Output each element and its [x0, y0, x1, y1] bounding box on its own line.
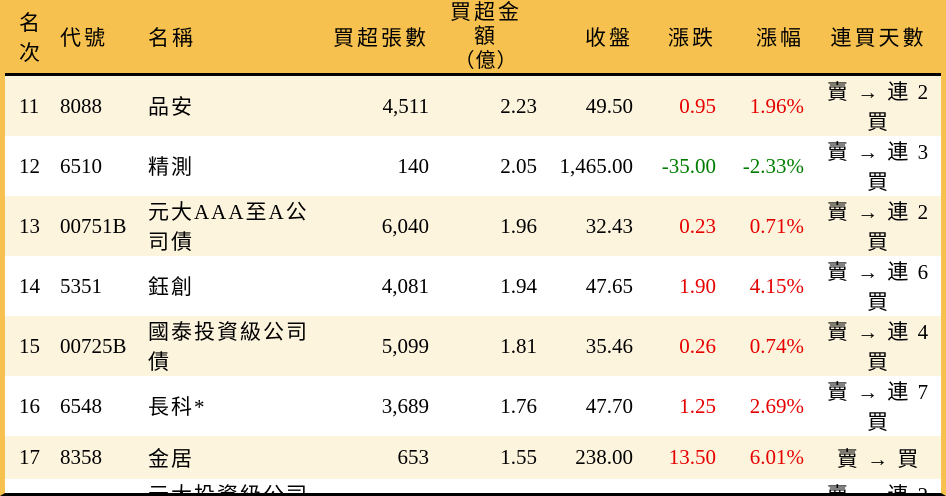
rank-cell: 18 [5, 479, 60, 493]
header-row: 名次 代號 名稱 買超張數 買超金額 （億） 收盤 漲跌 漲幅 連買天數 [5, 0, 941, 77]
streak-cell: 賣 → 連 2 買 [826, 80, 931, 135]
amount-cell: 1.76 [500, 393, 537, 418]
pct-cell: 0.69% [728, 479, 816, 493]
rank-cell: 16 [19, 393, 40, 418]
streak-cell: 賣 → 連 2 買 [826, 483, 931, 496]
pct-cell: 1.96% [749, 93, 804, 118]
amount-cell: 1.48 [441, 479, 549, 493]
volume-cell: 653 [397, 445, 430, 470]
header-code: 代號 [60, 0, 148, 77]
close-cell: 32.43 [585, 213, 633, 238]
table-row: 17 8358 金居 653 1.55 238.00 13.50 6.01% 賣… [5, 436, 941, 480]
header-name: 名稱 [148, 0, 326, 77]
code-cell: 6548 [60, 393, 102, 418]
close-cell: 49.50 [585, 93, 633, 118]
close-cell: 33.48 [549, 479, 645, 493]
change-cell: 1.25 [679, 393, 716, 418]
volume-cell: 5,099 [381, 333, 429, 358]
rank-cell: 15 [19, 333, 40, 358]
streak-cell: 賣 → 連 4 買 [826, 320, 931, 375]
code-cell: 8358 [60, 445, 102, 470]
rank-cell: 17 [19, 445, 40, 470]
change-cell: 0.26 [679, 333, 716, 358]
change-cell: 13.50 [668, 445, 716, 470]
header-change: 漲跌 [645, 0, 728, 77]
rank-cell: 14 [19, 273, 40, 298]
name-cell: 鈺創 [148, 275, 194, 300]
code-cell: 8088 [60, 93, 102, 118]
name-cell: 品安 [148, 95, 194, 120]
change-cell: -35.00 [661, 153, 716, 178]
name-cell: 長科* [148, 395, 207, 420]
header-amount-lines: 買超金額 （億） [441, 0, 537, 73]
table-row: 16 6548 長科* 3,689 1.76 47.70 1.25 2.69% … [5, 376, 941, 437]
name-cell: 精測 [148, 155, 194, 180]
streak-cell: 賣 → 買 [836, 446, 921, 471]
pct-cell: 0.74% [749, 333, 804, 358]
pct-cell: -2.33% [742, 153, 804, 178]
table-row: 12 6510 精測 140 2.05 1,465.00 -35.00 -2.3… [5, 136, 941, 197]
volume-cell: 3,689 [381, 393, 429, 418]
streak-cell: 賣 → 連 2 買 [826, 200, 931, 255]
table-row: 13 00751B 元大AAA至A公司債 6,040 1.96 32.43 0.… [5, 196, 941, 257]
streak-cell: 賣 → 連 3 買 [826, 140, 931, 195]
code-cell: 00720B [60, 479, 148, 493]
volume-cell: 4,431 [326, 479, 441, 493]
code-cell: 5351 [60, 273, 102, 298]
name-cell: 金居 [148, 446, 194, 471]
amount-cell: 2.23 [500, 93, 537, 118]
header-rank: 名次 [5, 0, 60, 77]
table-body: 11 8088 品安 4,511 2.23 49.50 0.95 1.96% 賣… [5, 74, 941, 496]
net-buy-ranking-table: 名次 代號 名稱 買超張數 買超金額 （億） 收盤 漲跌 漲幅 連買天數 11 … [5, 0, 941, 496]
code-cell: 6510 [60, 153, 102, 178]
header-close: 收盤 [549, 0, 645, 77]
pct-cell: 6.01% [749, 445, 804, 470]
amount-cell: 1.55 [500, 445, 537, 470]
rank-cell: 11 [19, 93, 40, 118]
close-cell: 238.00 [575, 445, 633, 470]
change-cell: 0.95 [679, 93, 716, 118]
change-cell: 1.90 [679, 273, 716, 298]
name-cell: 元大AAA至A公司債 [148, 200, 309, 255]
close-cell: 47.65 [585, 273, 633, 298]
amount-cell: 1.94 [500, 273, 537, 298]
change-cell: 0.23 [645, 479, 728, 493]
pct-cell: 2.69% [749, 393, 804, 418]
volume-cell: 6,040 [381, 213, 429, 238]
code-cell: 00751B [60, 213, 127, 238]
volume-cell: 140 [397, 153, 430, 178]
header-amount-line2: （億） [454, 50, 518, 73]
table-row: 11 8088 品安 4,511 2.23 49.50 0.95 1.96% 賣… [5, 74, 941, 137]
rank-cell: 13 [19, 213, 40, 238]
change-cell: 0.23 [679, 213, 716, 238]
volume-cell: 4,081 [381, 273, 429, 298]
header-streak: 連買天數 [816, 0, 941, 77]
streak-cell: 賣 → 連 7 買 [826, 380, 931, 435]
rank-cell: 12 [19, 153, 40, 178]
pct-cell: 0.71% [749, 213, 804, 238]
name-cell: 元大投資級公司債 [148, 483, 309, 496]
streak-cell: 賣 → 連 6 買 [826, 260, 931, 315]
code-cell: 00725B [60, 333, 127, 358]
amount-cell: 1.81 [500, 333, 537, 358]
volume-cell: 4,511 [382, 93, 429, 118]
header-amount: 買超金額 （億） [441, 0, 549, 77]
header-amount-line1: 買超金額 [450, 0, 522, 49]
table-row: 14 5351 鈺創 4,081 1.94 47.65 1.90 4.15% 賣… [5, 256, 941, 317]
table-row: 18 00720B 元大投資級公司債 4,431 1.48 33.48 0.23… [5, 479, 941, 496]
close-cell: 1,465.00 [559, 153, 634, 178]
header-volume: 買超張數 [326, 0, 441, 77]
close-cell: 35.46 [585, 333, 633, 358]
table-row: 15 00725B 國泰投資級公司債 5,099 1.81 35.46 0.26… [5, 316, 941, 377]
close-cell: 47.70 [585, 393, 633, 418]
name-cell: 國泰投資級公司債 [148, 320, 309, 375]
pct-cell: 4.15% [749, 273, 804, 298]
header-pct: 漲幅 [728, 0, 816, 77]
amount-cell: 2.05 [500, 153, 537, 178]
amount-cell: 1.96 [500, 213, 537, 238]
